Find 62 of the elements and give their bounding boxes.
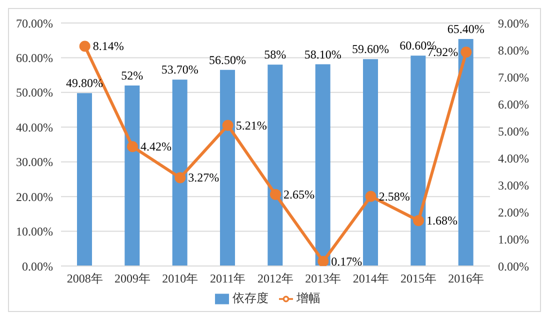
data-label: 4.42%	[140, 140, 172, 154]
y2-tick-label: 7.00%	[498, 70, 529, 84]
point	[413, 215, 424, 226]
point	[365, 190, 376, 202]
x-tick-label: 2016年	[448, 272, 484, 286]
data-label: 52%	[121, 68, 144, 82]
bar	[220, 70, 235, 266]
bar	[77, 93, 92, 266]
point	[318, 256, 329, 266]
x-tick-label: 2014年	[352, 272, 389, 286]
y-tick-label: 50.00%	[16, 86, 53, 100]
x-tick-label: 2009年	[114, 272, 150, 286]
y2-tick-label: 0.00%	[498, 259, 529, 274]
data-label: 2.58%	[378, 189, 410, 204]
y2-tick-label: 2.00%	[498, 205, 529, 220]
point	[460, 46, 472, 58]
legend-label: 依存度	[232, 291, 268, 305]
y-tick-label: 10.00%	[16, 224, 53, 239]
x-tick-label: 2013年	[305, 272, 342, 286]
data-label: 59.60%	[352, 42, 389, 56]
bar	[268, 64, 283, 266]
y-tick-label: 20.00%	[16, 190, 53, 204]
y-tick-label: 70.00%	[16, 16, 53, 30]
bar	[410, 56, 426, 266]
data-label: 53.70%	[161, 62, 198, 77]
point	[270, 188, 281, 200]
data-label: 3.27%	[188, 170, 220, 185]
x-tick-label: 2012年	[258, 272, 294, 286]
y-tick-label: 60.00%	[16, 50, 53, 65]
y2-tick-label: 3.00%	[498, 178, 529, 192]
y2-tick-label: 4.00%	[498, 151, 529, 166]
y-tick-label: 40.00%	[16, 120, 53, 134]
y2-tick-label: 5.00%	[498, 124, 529, 138]
data-label: 5.21%	[236, 118, 267, 132]
data-label: 58%	[264, 48, 286, 62]
bar	[172, 80, 188, 266]
data-label: 2.65%	[284, 187, 314, 202]
y2-tick-label: 8.00%	[498, 43, 529, 58]
y-tick-label: 30.00%	[16, 155, 53, 170]
bar	[124, 85, 140, 266]
data-label: 58.10%	[304, 47, 342, 62]
legend-label: 增幅	[296, 291, 320, 305]
y2-tick-label: 6.00%	[498, 97, 529, 112]
data-label: 65.40%	[447, 22, 484, 36]
data-label: 56.50%	[209, 52, 246, 67]
y2-tick-label: 1.00%	[498, 232, 529, 246]
y-tick-label: 0.00%	[22, 259, 53, 274]
x-tick-label: 2015年	[400, 272, 436, 286]
bar	[458, 38, 474, 266]
bar	[315, 64, 330, 266]
y2-tick-label: 9.00%	[498, 16, 529, 30]
point	[222, 120, 234, 131]
x-tick-label: 2008年	[66, 272, 103, 286]
x-tick-label: 2011年	[210, 272, 246, 286]
point	[174, 172, 186, 184]
data-label: 0.17%	[331, 254, 362, 268]
point	[79, 40, 90, 52]
point	[127, 141, 138, 152]
data-label: 8.14%	[92, 39, 124, 54]
data-label: 1.68%	[426, 214, 458, 228]
bar	[363, 59, 378, 266]
x-tick-label: 2010年	[162, 272, 198, 286]
